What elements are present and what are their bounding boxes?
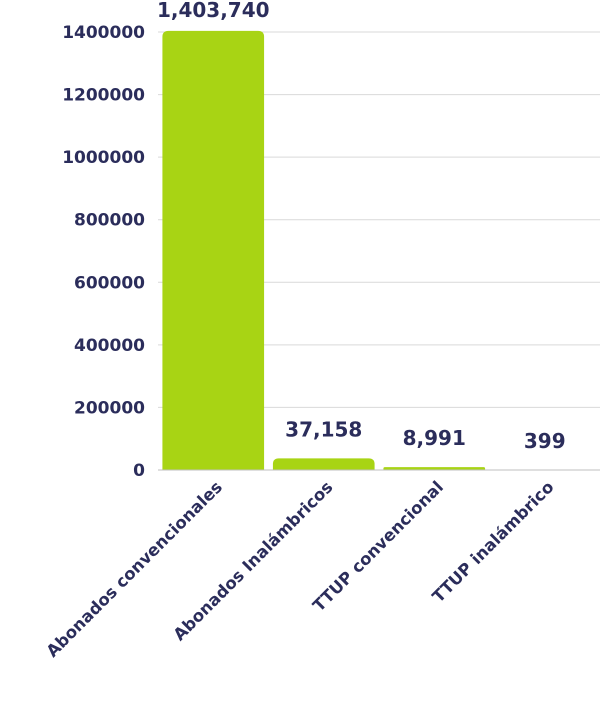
y-tick-label: 400000 [74, 336, 145, 356]
labels: 0 200000 400000 600000 800000 1000000 1200000 1… [43, 0, 566, 661]
x-tick-label: TTUP convencional [309, 477, 447, 615]
data-label: 1,403,740 [157, 0, 270, 22]
data-label: 8,991 [403, 426, 466, 450]
data-label: 37,158 [285, 417, 362, 441]
y-tick-label: 800000 [74, 211, 145, 231]
bar [162, 30, 265, 470]
x-tick-label: TTUP inalámbrico [429, 477, 558, 606]
y-tick-label: 600000 [74, 273, 145, 293]
y-tick-label: 200000 [74, 398, 145, 418]
bars [162, 30, 596, 471]
x-tick-label: Abonados convencionales [43, 477, 227, 661]
bar [383, 467, 486, 470]
bar [272, 458, 375, 470]
y-tick-label: 1400000 [62, 23, 145, 43]
data-label: 399 [524, 429, 566, 453]
y-tick-label: 1000000 [62, 148, 145, 168]
y-tick-label: 1200000 [62, 86, 145, 106]
y-tick-label: 0 [133, 461, 145, 481]
